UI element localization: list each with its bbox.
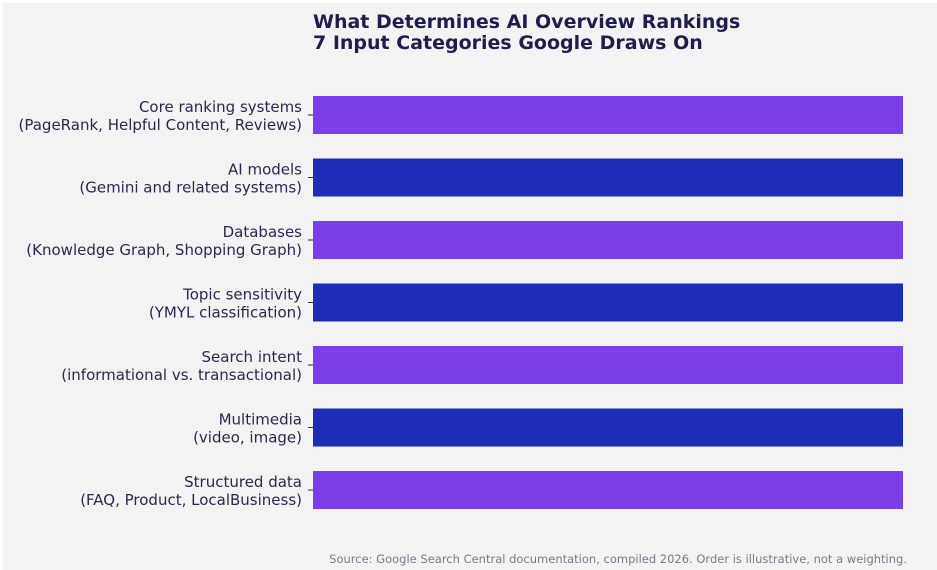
y-tick-label-7: Structured data (FAQ, Product, LocalBusin… [80, 473, 302, 509]
plot-area: Core ranking systems (PageRank, Helpful C… [19, 96, 903, 509]
y-tick-label-4: Topic sensitivity (YMYL classification) [149, 286, 302, 322]
y-tick-label-7-line-2: (FAQ, Product, LocalBusiness) [80, 491, 302, 509]
y-tick-label-5: Search intent (informational vs. transact… [61, 348, 302, 384]
y-tick-label-1-line-2: (PageRank, Helpful Content, Reviews) [19, 116, 302, 134]
bar-2 [313, 158, 903, 197]
chart-title-line-2: 7 Input Categories Google Draws On [313, 32, 703, 54]
chart-title-line-1: What Determines AI Overview Rankings [313, 11, 740, 33]
y-tick-label-3-line-1: Databases [223, 223, 303, 241]
y-tick-label-4-line-2: (YMYL classification) [149, 304, 302, 322]
y-tick-label-7-line-1: Structured data [184, 473, 302, 491]
bar-4 [313, 283, 903, 322]
y-tick-label-1-line-1: Core ranking systems [139, 98, 302, 116]
y-tick-label-2: AI models (Gemini and related systems) [79, 161, 302, 197]
y-tick-label-2-line-2: (Gemini and related systems) [79, 179, 302, 197]
y-tick-label-3: Databases (Knowledge Graph, Shopping Grap… [26, 223, 302, 259]
bar-7 [313, 471, 903, 509]
chart-title: What Determines AI Overview Rankings 7 I… [313, 11, 740, 54]
source-footnote: Source: Google Search Central documentat… [329, 552, 907, 566]
y-tick-label-6-line-1: Multimedia [219, 411, 302, 429]
y-tick-label-5-line-2: (informational vs. transactional) [61, 366, 302, 384]
y-tick-label-3-line-2: (Knowledge Graph, Shopping Graph) [26, 241, 302, 259]
bar-6 [313, 408, 903, 447]
y-tick-label-2-line-1: AI models [228, 161, 302, 179]
bar-3 [313, 221, 903, 259]
bar-1 [313, 96, 903, 134]
y-tick-label-4-line-1: Topic sensitivity [182, 286, 302, 304]
bar-5 [313, 346, 903, 384]
y-tick-label-1: Core ranking systems (PageRank, Helpful C… [19, 98, 303, 134]
y-tick-label-6: Multimedia (video, image) [193, 411, 302, 447]
y-tick-label-6-line-2: (video, image) [193, 429, 302, 447]
y-tick-label-5-line-1: Search intent [202, 348, 303, 366]
